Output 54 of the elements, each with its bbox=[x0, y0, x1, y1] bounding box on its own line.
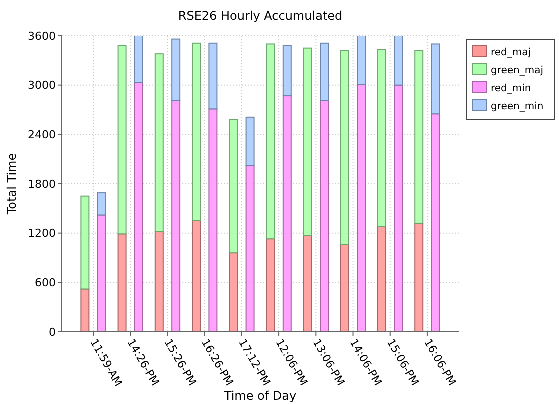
bar bbox=[134, 36, 144, 84]
chart-title: RSE26 Hourly Accumulated bbox=[178, 9, 343, 23]
bar bbox=[303, 235, 312, 332]
y-tick-label: 3000 bbox=[28, 79, 56, 92]
y-tick-label: 1800 bbox=[28, 178, 56, 191]
bar bbox=[118, 45, 127, 235]
bar bbox=[134, 82, 144, 332]
bar bbox=[172, 38, 181, 102]
bar bbox=[229, 119, 238, 254]
bar bbox=[357, 36, 366, 86]
bar bbox=[340, 244, 350, 332]
legend-label: green_maj bbox=[491, 66, 544, 76]
bar bbox=[320, 42, 329, 102]
y-tick-label: 2400 bbox=[28, 128, 56, 142]
bar bbox=[320, 100, 329, 332]
bar bbox=[340, 50, 350, 246]
bar bbox=[80, 288, 90, 332]
bar bbox=[192, 42, 201, 222]
bar bbox=[154, 231, 164, 332]
bar bbox=[357, 84, 366, 332]
bar bbox=[378, 226, 387, 332]
y-tick-label: 600 bbox=[35, 276, 56, 290]
bar bbox=[118, 234, 127, 332]
bar bbox=[154, 54, 164, 232]
bar bbox=[172, 100, 181, 332]
y-tick-label: 3600 bbox=[28, 30, 56, 43]
y-axis-title: Total Time bbox=[5, 153, 19, 216]
bar bbox=[394, 36, 404, 86]
bar bbox=[208, 42, 218, 110]
bar bbox=[80, 196, 90, 290]
bar bbox=[192, 220, 201, 332]
bar bbox=[246, 165, 255, 332]
bar bbox=[394, 84, 404, 332]
bar bbox=[431, 114, 440, 332]
bar bbox=[282, 45, 292, 97]
bar bbox=[97, 214, 106, 332]
y-tick-label: 0 bbox=[49, 326, 56, 339]
bar bbox=[414, 50, 424, 224]
bar bbox=[266, 238, 276, 332]
bar bbox=[282, 96, 292, 332]
bar bbox=[303, 48, 312, 236]
bar bbox=[97, 192, 106, 216]
bar bbox=[414, 222, 424, 332]
legend-label: green_min bbox=[491, 102, 544, 112]
x-axis-title: Time of Day bbox=[223, 389, 297, 403]
bar bbox=[431, 44, 440, 115]
bar bbox=[266, 44, 276, 240]
bar bbox=[229, 252, 238, 332]
legend-label: red_min bbox=[491, 84, 532, 94]
bar bbox=[378, 49, 387, 228]
legend-label: red_maj bbox=[491, 48, 532, 58]
y-tick-label: 1200 bbox=[28, 227, 56, 240]
bar bbox=[208, 108, 218, 332]
bar bbox=[246, 116, 255, 166]
